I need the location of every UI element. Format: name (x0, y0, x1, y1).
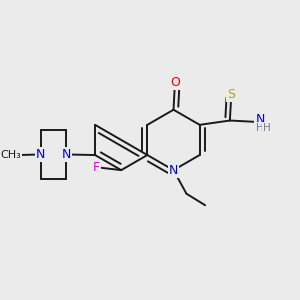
Text: CH₃: CH₃ (1, 150, 21, 160)
Text: N: N (61, 148, 71, 161)
Text: N: N (255, 112, 265, 126)
Text: H: H (256, 123, 264, 133)
Text: S: S (227, 88, 235, 101)
Text: O: O (170, 76, 180, 89)
Text: N: N (36, 148, 45, 161)
Text: N: N (169, 164, 178, 177)
Text: H: H (262, 123, 270, 133)
Text: F: F (93, 161, 100, 174)
